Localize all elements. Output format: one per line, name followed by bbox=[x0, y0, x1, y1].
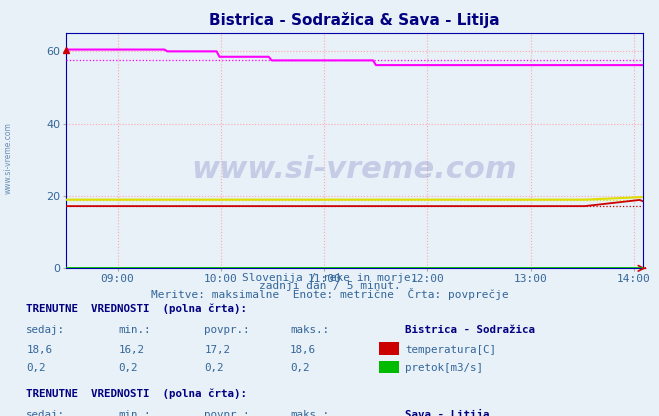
Text: zadnji dan / 5 minut.: zadnji dan / 5 minut. bbox=[258, 281, 401, 291]
Text: maks.:: maks.: bbox=[290, 325, 329, 335]
Text: 17,2: 17,2 bbox=[204, 345, 230, 355]
Text: Slovenija / reke in morje.: Slovenija / reke in morje. bbox=[242, 273, 417, 283]
Text: sedaj:: sedaj: bbox=[26, 325, 65, 335]
Text: Meritve: maksimalne  Enote: metrične  Črta: povprečje: Meritve: maksimalne Enote: metrične Črta… bbox=[151, 288, 508, 300]
Text: povpr.:: povpr.: bbox=[204, 325, 250, 335]
Text: maks.:: maks.: bbox=[290, 410, 329, 416]
Text: TRENUTNE  VREDNOSTI  (polna črta):: TRENUTNE VREDNOSTI (polna črta): bbox=[26, 389, 247, 399]
Text: www.si-vreme.com: www.si-vreme.com bbox=[3, 122, 13, 194]
Text: min.:: min.: bbox=[119, 325, 151, 335]
Text: 0,2: 0,2 bbox=[26, 363, 46, 373]
Text: temperatura[C]: temperatura[C] bbox=[405, 345, 496, 355]
Title: Bistrica - Sodražica & Sava - Litija: Bistrica - Sodražica & Sava - Litija bbox=[209, 12, 500, 28]
Text: pretok[m3/s]: pretok[m3/s] bbox=[405, 363, 483, 373]
Text: 18,6: 18,6 bbox=[290, 345, 316, 355]
Text: povpr.:: povpr.: bbox=[204, 410, 250, 416]
Text: 0,2: 0,2 bbox=[204, 363, 224, 373]
Text: TRENUTNE  VREDNOSTI  (polna črta):: TRENUTNE VREDNOSTI (polna črta): bbox=[26, 304, 247, 314]
Text: Bistrica - Sodražica: Bistrica - Sodražica bbox=[405, 325, 535, 335]
Text: sedaj:: sedaj: bbox=[26, 410, 65, 416]
Text: 0,2: 0,2 bbox=[119, 363, 138, 373]
Text: min.:: min.: bbox=[119, 410, 151, 416]
Text: www.si-vreme.com: www.si-vreme.com bbox=[191, 155, 517, 184]
Text: 16,2: 16,2 bbox=[119, 345, 144, 355]
Text: 18,6: 18,6 bbox=[26, 345, 52, 355]
Text: 0,2: 0,2 bbox=[290, 363, 310, 373]
Text: Sava - Litija: Sava - Litija bbox=[405, 409, 490, 416]
